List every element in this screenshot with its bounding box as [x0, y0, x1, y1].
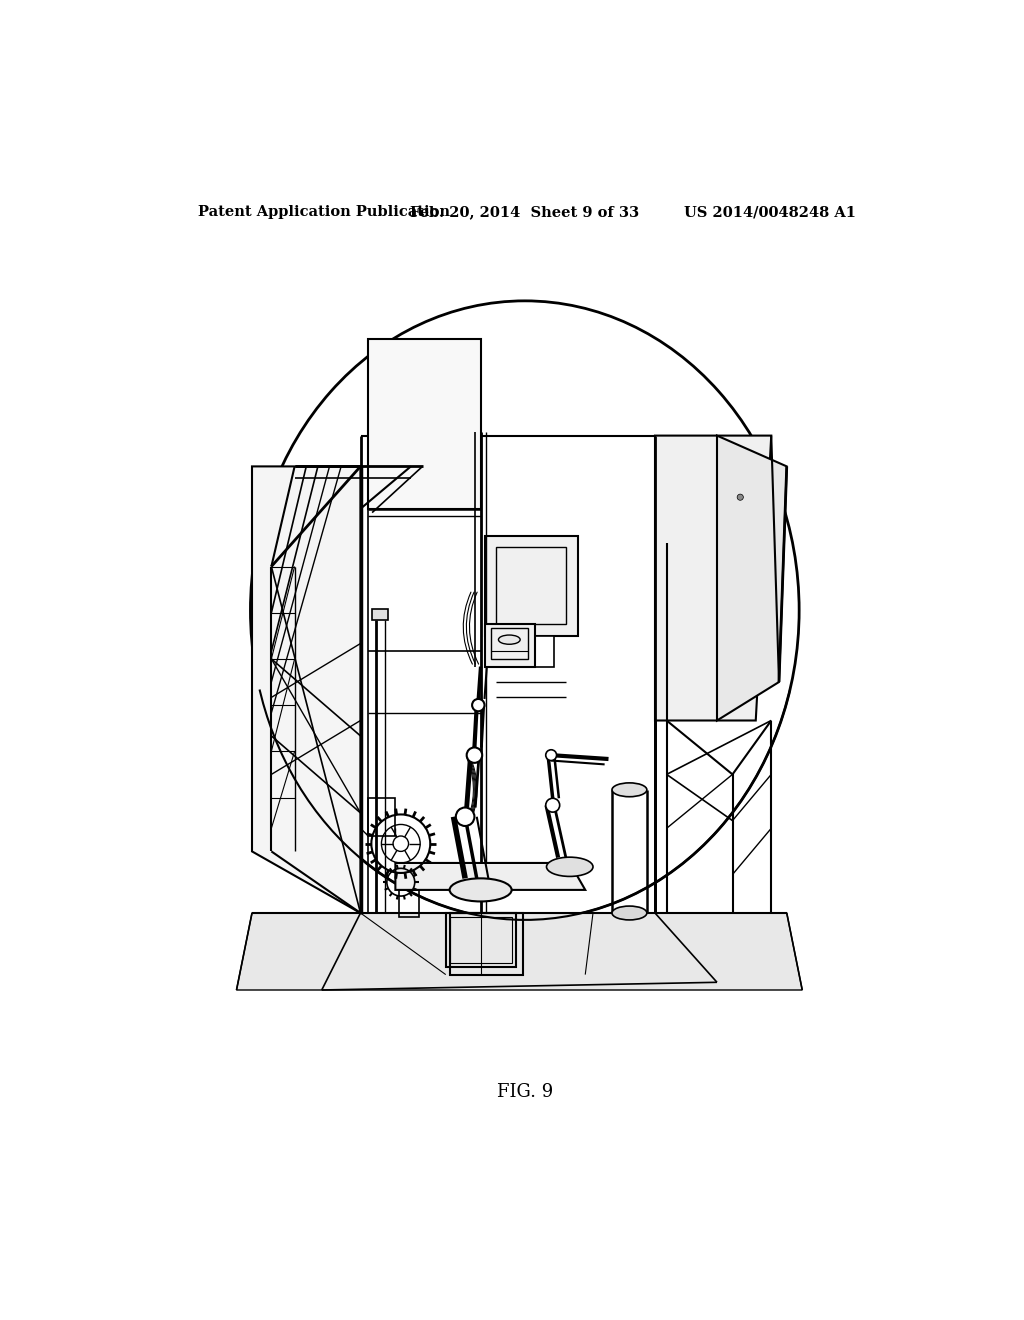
Bar [484, 536, 578, 636]
Bar [369, 339, 480, 508]
Ellipse shape [612, 783, 647, 797]
Circle shape [393, 836, 409, 851]
Ellipse shape [547, 857, 593, 876]
Text: Feb. 20, 2014  Sheet 9 of 33: Feb. 20, 2014 Sheet 9 of 33 [411, 206, 639, 219]
Ellipse shape [499, 635, 520, 644]
Circle shape [546, 799, 560, 812]
Polygon shape [717, 436, 786, 721]
Polygon shape [237, 913, 802, 990]
Bar [450, 917, 512, 964]
Bar [399, 890, 419, 917]
Ellipse shape [612, 906, 647, 920]
Circle shape [737, 494, 743, 500]
Circle shape [467, 747, 482, 763]
Circle shape [456, 808, 474, 826]
Bar [450, 913, 523, 974]
Bar [372, 609, 388, 620]
Ellipse shape [251, 301, 799, 920]
Polygon shape [252, 466, 360, 913]
Bar [484, 624, 535, 667]
Circle shape [546, 750, 557, 760]
Text: Patent Application Publication: Patent Application Publication [198, 206, 450, 219]
Bar [508, 636, 554, 667]
Bar [490, 628, 528, 659]
Circle shape [472, 700, 484, 711]
Bar [445, 913, 515, 966]
Bar [369, 797, 395, 836]
Polygon shape [655, 436, 771, 721]
Text: US 2014/0048248 A1: US 2014/0048248 A1 [684, 206, 856, 219]
Bar [496, 548, 566, 624]
Text: FIG. 9: FIG. 9 [497, 1084, 553, 1101]
Ellipse shape [450, 878, 512, 902]
Polygon shape [395, 863, 586, 890]
